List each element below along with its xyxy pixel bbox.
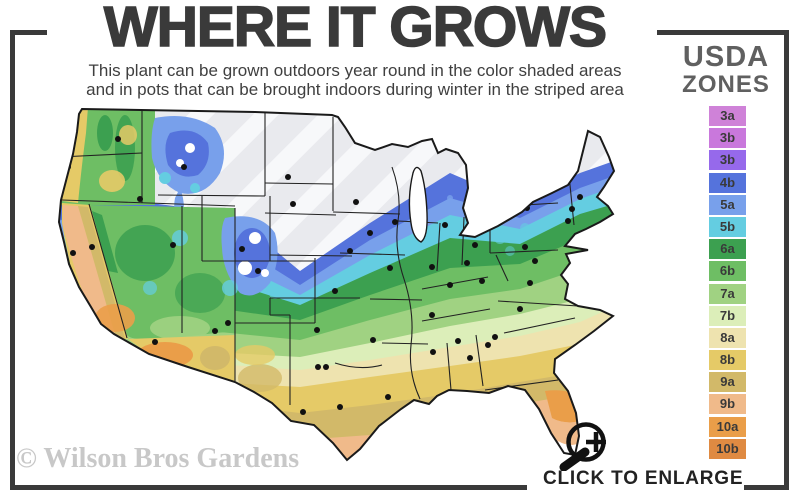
legend-zones: 3a 3b 3b 4b 5a 5b 6a 6b 7a 7b 8a 8b 9a 9b 10a 10b — [709, 106, 746, 459]
subtitle: This plant can be grown outdoors year ro… — [0, 61, 710, 99]
frame-left — [10, 30, 15, 490]
legend-zone-7a-8: 7a — [709, 283, 746, 304]
legend-zone-10b-15: 10b — [709, 438, 746, 459]
frame-right — [784, 30, 789, 490]
magnifier-plus-icon[interactable] — [540, 413, 632, 472]
us-outline — [57, 107, 616, 462]
legend-title-zones: ZONES — [682, 71, 770, 98]
frame-bottom-right — [744, 485, 789, 490]
legend-zone-8b-11: 8b — [709, 350, 746, 371]
frame-bottom-left — [10, 485, 527, 490]
legend-zone-5a-4: 5a — [709, 194, 746, 215]
legend-zone-6b-7: 6b — [709, 261, 746, 282]
legend-zone-3a-0: 3a — [709, 106, 746, 126]
usda-zones-legend: USDA ZONES — [660, 42, 792, 98]
subtitle-line-1: This plant can be grown outdoors year ro… — [88, 61, 622, 80]
subtitle-line-2: and in pots that can be brought indoors … — [86, 80, 624, 99]
us-zones-map[interactable] — [30, 103, 665, 470]
legend-zone-6a-6: 6a — [709, 239, 746, 260]
frame-top-right — [657, 30, 789, 35]
watermark: © Wilson Bros Gardens — [16, 443, 300, 474]
legend-zone-10a-14: 10a — [709, 416, 746, 437]
page-title: WHERE IT GROWS — [103, 0, 608, 60]
legend-zone-3b-1: 3b — [709, 128, 746, 149]
frame-top-left — [10, 30, 47, 35]
enlarge-control[interactable]: CLICK TO ENLARGE — [540, 413, 750, 489]
legend-zone-3b-2: 3b — [709, 150, 746, 171]
legend-zone-5b-5: 5b — [709, 216, 746, 237]
lake-michigan — [408, 166, 428, 243]
legend-title-usda: USDA — [682, 41, 770, 73]
legend-zone-4b-3: 4b — [709, 172, 746, 193]
enlarge-label[interactable]: CLICK TO ENLARGE — [543, 468, 744, 489]
legend-zone-9b-13: 9b — [709, 394, 746, 415]
legend-zone-9a-12: 9a — [709, 372, 746, 393]
legend-zone-8a-10: 8a — [709, 327, 746, 348]
legend-zone-7b-9: 7b — [709, 305, 746, 326]
